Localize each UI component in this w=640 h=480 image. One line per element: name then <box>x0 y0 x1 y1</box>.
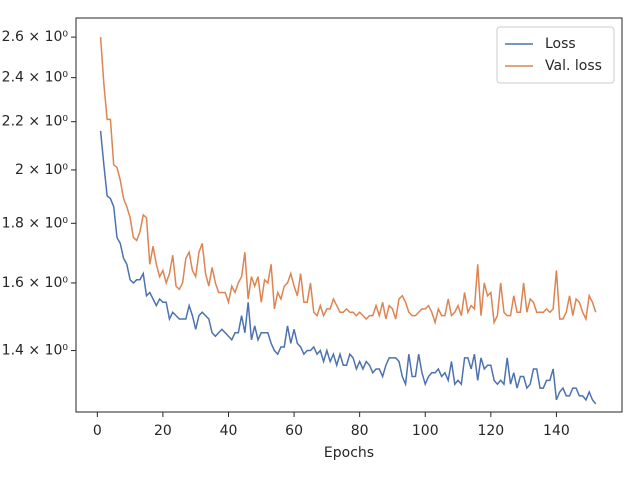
legend-box <box>496 26 615 84</box>
y-tick-label: 1.4 × 10⁰ <box>2 343 69 359</box>
line <box>99 37 597 326</box>
y-tick-label: 2.2 × 10⁰ <box>2 114 69 130</box>
x-tick-label: 20 <box>154 423 172 439</box>
y-tick-label: 2.4 × 10⁰ <box>2 70 69 86</box>
legend-label: Loss <box>545 36 576 52</box>
x-tick-label: 120 <box>477 423 504 439</box>
line <box>99 130 597 405</box>
y-tick-label: 1.6 × 10⁰ <box>2 275 69 291</box>
x-tick-label: 100 <box>412 423 439 439</box>
plot-frame <box>75 17 623 413</box>
x-tick-label: 60 <box>285 423 303 439</box>
x-tick-label: 140 <box>543 423 570 439</box>
x-axis-label: Epochs <box>324 445 374 461</box>
x-tick-label: 0 <box>93 423 102 439</box>
x-tick-label: 80 <box>351 423 369 439</box>
y-tick-label: 1.8 × 10⁰ <box>2 215 69 231</box>
x-tick-label: 40 <box>220 423 238 439</box>
y-tick-label: 2 × 10⁰ <box>15 162 68 178</box>
legend-label: Val. loss <box>545 58 602 74</box>
y-tick-label: 2.6 × 10⁰ <box>2 29 69 45</box>
